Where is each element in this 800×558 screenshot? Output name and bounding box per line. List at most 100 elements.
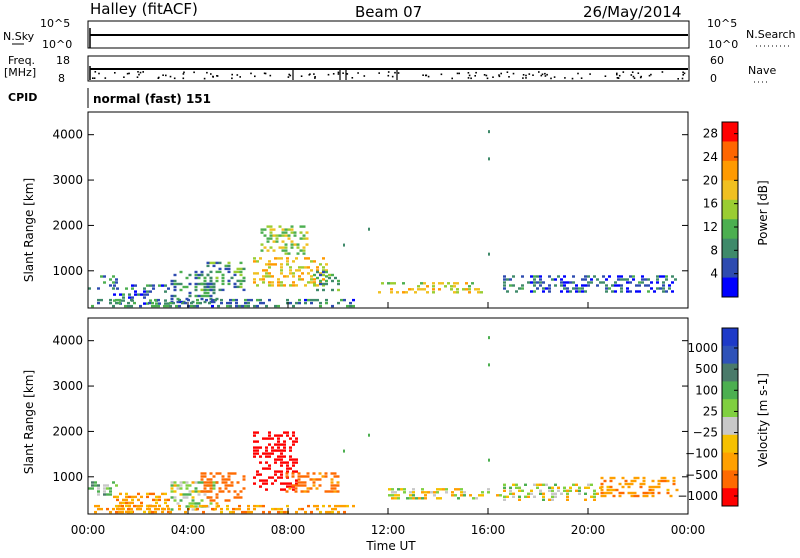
echo-cell [283,284,286,287]
echo-cell [220,507,223,511]
echo-cell [271,452,274,455]
echo-cell [97,507,100,511]
echo-cell [536,483,539,486]
echo-cell [194,282,198,286]
echo-cell [265,304,268,308]
echo-cell [286,298,289,302]
echo-cell [572,287,575,290]
echo-cell [227,267,231,271]
echo-cell [328,510,331,514]
echo-cell [269,234,273,237]
echo-cell [316,298,319,302]
echo-cell [161,284,164,287]
echo-cell [300,490,304,493]
echo-cell [233,472,237,475]
echo-cell [283,449,286,452]
echo-cell [287,228,291,231]
echo-cell [551,489,554,492]
echo-cell [176,300,180,304]
echo-cell [295,440,298,443]
echo-cell [220,510,223,514]
echo-cell [209,294,213,298]
nave-point [212,75,214,78]
echo-cell [439,488,442,491]
echo-cell [412,491,415,494]
echo-cell [140,501,143,505]
echo-cell [128,296,131,299]
echo-cell [203,300,207,304]
echo-cell [253,504,256,508]
echo-cell [292,284,295,287]
nave-point [525,77,527,79]
echo-cell [297,484,301,487]
echo-cell [295,437,298,440]
echo-cell [503,486,506,489]
nave-point [239,76,241,78]
echo-cell [164,284,167,287]
echo-cell [295,461,298,464]
echo-cell [647,278,650,281]
echo-cell [88,287,91,290]
echo-cell [122,501,125,505]
echo-cell [271,275,274,278]
echo-cell [115,484,118,487]
echo-cell [290,225,294,228]
echo-cell [515,290,518,293]
echo-cell [155,495,158,499]
nave-point [544,75,547,77]
echo-cell [444,285,447,288]
echo-cell [409,494,412,497]
echo-cell [146,507,149,511]
echo-cell [115,298,118,302]
echo-cell [300,481,304,484]
x-tick-label: 16:00 [471,523,506,537]
echo-cell [620,284,623,287]
echo-cell [451,494,454,497]
echo-cell [265,449,268,452]
echo-cell [521,284,524,287]
echo-cell [584,284,587,287]
echo-cell [303,481,307,484]
echo-cell [539,489,542,492]
echo-cell [230,276,234,280]
echo-cell [330,484,334,487]
echo-cell [322,269,325,272]
echo-cell [548,287,551,290]
echo-cell [280,269,283,272]
echo-cell [239,261,243,265]
nave-point [637,72,640,74]
echo-cell [542,498,545,501]
echo-cell [229,301,232,305]
echo-cell [298,298,301,302]
echo-cell [146,290,149,293]
echo-cell [572,281,575,284]
echo-cell [566,495,569,498]
echo-cell [310,275,313,278]
echo-cell [194,270,198,274]
echo-cell [256,284,259,287]
echo-cell [316,276,319,280]
echo-cell [97,504,100,508]
echo-cell [239,490,243,493]
echo-cell [236,285,240,289]
nave-point [648,74,651,77]
echo-cell [206,273,210,277]
nave-point [138,73,140,76]
echo-cell [312,478,316,481]
echo-cell [533,275,536,278]
echo-cell [302,237,306,240]
echo-cell [194,487,198,490]
echo-cell [112,281,115,284]
echo-cell [280,510,283,514]
echo-cell [644,284,647,287]
echo-cell [229,298,232,302]
echo-cell [91,304,94,308]
echo-cell [584,492,587,495]
echo-cell [256,298,259,302]
echo-cell [139,507,142,511]
echo-cell [284,243,288,246]
echo-cell [560,492,563,495]
echo-cell [286,470,289,473]
echo-cell [236,279,240,283]
echo-cell [206,291,210,295]
